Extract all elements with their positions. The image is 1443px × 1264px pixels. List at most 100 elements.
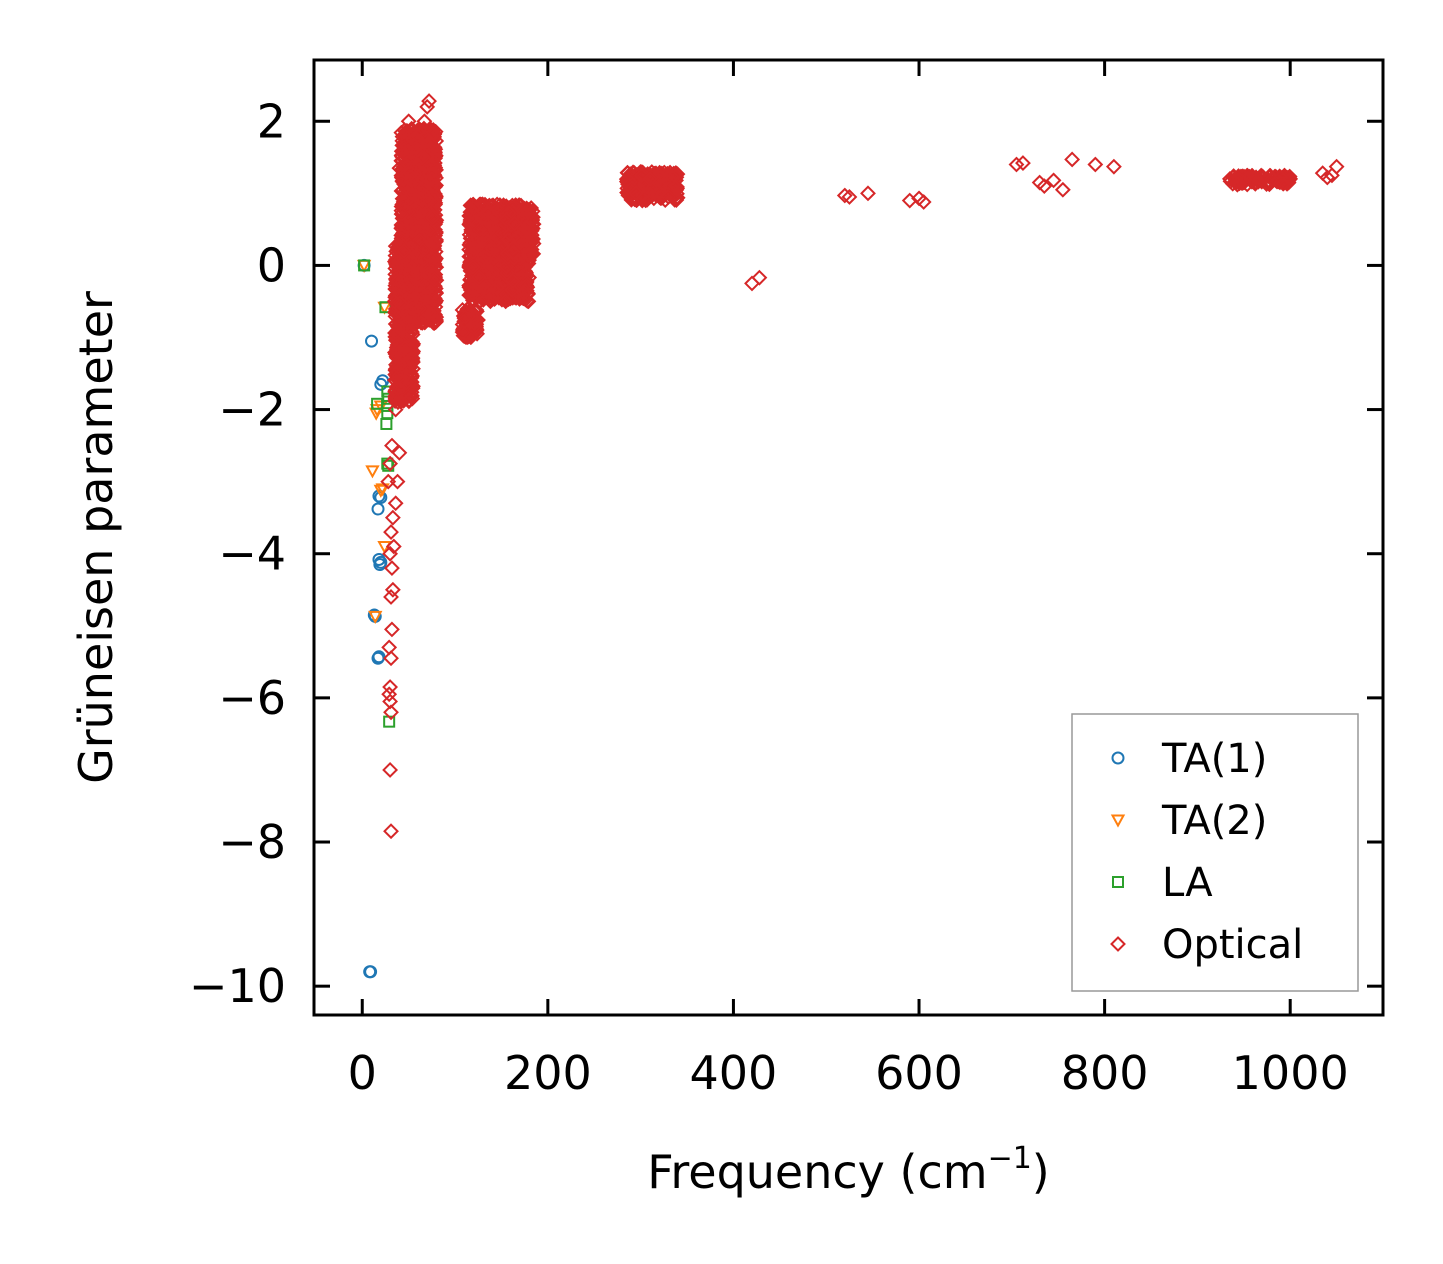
y-axis-label: Grüneisen parameter bbox=[69, 291, 123, 784]
data-point bbox=[381, 639, 398, 656]
data-point bbox=[1008, 156, 1025, 173]
data-point bbox=[383, 589, 399, 605]
optical-cluster-point bbox=[388, 391, 405, 408]
y-tick-label: −2 bbox=[218, 383, 286, 437]
x-axis-label-sup: −1 bbox=[988, 1141, 1032, 1176]
optical-cluster-point bbox=[390, 319, 407, 336]
data-point bbox=[1054, 181, 1071, 198]
x-tick-label: 200 bbox=[504, 1046, 592, 1100]
optical-cluster-point bbox=[480, 233, 497, 250]
data-point bbox=[1015, 155, 1031, 171]
optical-cluster-point bbox=[465, 259, 481, 275]
data-point bbox=[373, 484, 389, 498]
optical-cluster-point bbox=[424, 209, 441, 226]
optical-cluster-point bbox=[653, 165, 670, 182]
data-point bbox=[637, 174, 654, 191]
data-point bbox=[364, 965, 378, 979]
legend-marker bbox=[1110, 814, 1126, 828]
x-tick-label: 800 bbox=[1061, 1046, 1149, 1100]
data-point bbox=[368, 610, 383, 624]
data-point bbox=[385, 538, 402, 555]
y-tick-label: −10 bbox=[189, 959, 286, 1013]
data-point bbox=[389, 473, 406, 490]
data-point bbox=[423, 235, 440, 252]
optical-cluster-point bbox=[517, 283, 534, 300]
optical-cluster-point bbox=[470, 286, 487, 303]
data-point bbox=[380, 417, 393, 430]
y-tick-label: −4 bbox=[218, 527, 286, 581]
data-point bbox=[373, 558, 387, 572]
optical-cluster-point bbox=[417, 122, 433, 139]
optical-cluster-point bbox=[473, 209, 490, 226]
legend-entry: TA(1) bbox=[1111, 736, 1267, 782]
data-point bbox=[372, 650, 386, 664]
optical-cluster-point bbox=[400, 274, 417, 291]
optical-cluster-point bbox=[506, 215, 523, 232]
y-tick-label: 0 bbox=[257, 238, 286, 292]
data-point bbox=[376, 374, 390, 388]
x-tick-label: 600 bbox=[875, 1046, 963, 1100]
data-point bbox=[628, 185, 644, 202]
optical-cluster-point bbox=[626, 164, 643, 181]
optical-cluster-point bbox=[499, 245, 516, 262]
data-point bbox=[381, 686, 398, 703]
data-point bbox=[414, 149, 431, 166]
data-point bbox=[382, 679, 399, 695]
optical-cluster-point bbox=[512, 234, 529, 251]
optical-cluster-point bbox=[471, 269, 487, 285]
optical-cluster-point bbox=[422, 165, 439, 182]
data-point bbox=[396, 243, 412, 259]
optical-cluster-point bbox=[464, 205, 481, 222]
optical-cluster-point bbox=[499, 265, 515, 282]
optical-cluster-point bbox=[420, 203, 437, 220]
data-point bbox=[1328, 158, 1345, 175]
data-point bbox=[389, 322, 406, 339]
data-point bbox=[1282, 171, 1299, 187]
optical-cluster-point bbox=[635, 186, 651, 203]
optical-cluster-point bbox=[478, 279, 495, 296]
optical-cluster-point bbox=[424, 281, 440, 298]
optical-cluster-point bbox=[403, 172, 420, 189]
data-point bbox=[1235, 174, 1252, 191]
data-point bbox=[1105, 158, 1122, 175]
optical-cluster-point bbox=[417, 129, 434, 146]
optical-cluster-point bbox=[498, 258, 515, 275]
data-point bbox=[383, 823, 399, 840]
optical-cluster-point bbox=[523, 222, 540, 239]
data-point bbox=[421, 93, 437, 109]
optical-cluster-point bbox=[406, 221, 423, 238]
data-point bbox=[383, 524, 399, 541]
data-point bbox=[1087, 156, 1104, 173]
optical-cluster-point bbox=[504, 282, 521, 298]
data-point bbox=[410, 264, 426, 281]
optical-cluster-point bbox=[397, 343, 414, 360]
optical-cluster-point bbox=[498, 211, 515, 228]
legend-label: TA(1) bbox=[1161, 736, 1267, 782]
optical-cluster-point bbox=[648, 186, 665, 203]
optical-cluster-point bbox=[518, 236, 535, 253]
legend-entry: Optical bbox=[1110, 922, 1303, 968]
data-point bbox=[391, 160, 408, 177]
legend: TA(1) TA(2) LA Optical bbox=[1071, 713, 1359, 992]
optical-cluster-point bbox=[513, 263, 530, 280]
data-point bbox=[751, 269, 768, 286]
data-point bbox=[1036, 178, 1053, 195]
x-tick-label: 0 bbox=[348, 1046, 377, 1100]
data-point bbox=[414, 185, 431, 202]
x-tick-label: 400 bbox=[690, 1046, 778, 1100]
data-point bbox=[1045, 172, 1062, 189]
optical-cluster-point bbox=[403, 293, 420, 309]
optical-cluster-point bbox=[393, 147, 410, 164]
optical-cluster-point bbox=[427, 266, 444, 283]
optical-cluster-point bbox=[667, 179, 684, 196]
data-point bbox=[391, 343, 408, 360]
legend-marker bbox=[1111, 751, 1125, 765]
optical-cluster-point bbox=[427, 280, 444, 297]
optical-cluster-point bbox=[466, 240, 483, 257]
optical-cluster-point bbox=[398, 374, 415, 391]
legend-label: LA bbox=[1162, 860, 1213, 906]
data-point bbox=[393, 372, 410, 389]
optical-cluster-point bbox=[467, 309, 484, 326]
x-tick-label: 1000 bbox=[1232, 1046, 1349, 1100]
